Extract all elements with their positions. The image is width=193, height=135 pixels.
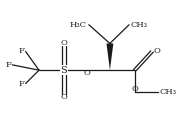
Text: O: O — [153, 48, 160, 55]
Text: CH₃: CH₃ — [160, 88, 177, 96]
Text: O: O — [84, 69, 90, 77]
Text: F: F — [5, 61, 11, 69]
Text: H₃C: H₃C — [70, 21, 87, 29]
Text: S: S — [61, 66, 67, 75]
Text: O: O — [131, 85, 138, 93]
Polygon shape — [107, 43, 113, 70]
Text: CH₃: CH₃ — [131, 21, 148, 29]
Text: O: O — [60, 93, 67, 101]
Text: F: F — [19, 80, 25, 87]
Text: F: F — [19, 48, 25, 55]
Text: O: O — [60, 39, 67, 48]
